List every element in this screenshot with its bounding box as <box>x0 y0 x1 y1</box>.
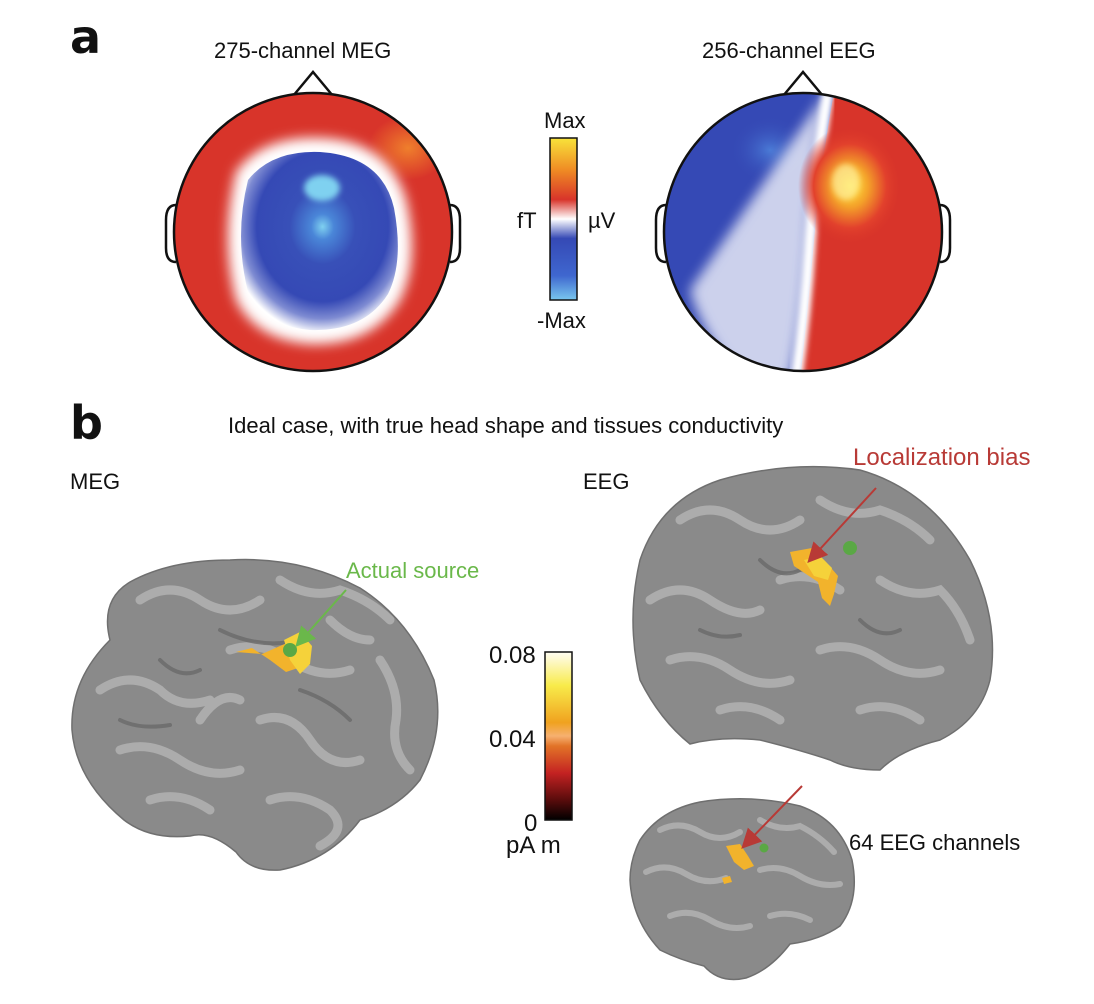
localization-bias-arrow <box>807 487 877 563</box>
colorbar-b-bottom-label: 0 <box>524 810 538 837</box>
colorbar-b-unit-label: pA m <box>506 832 561 859</box>
meg-brain <box>71 558 439 871</box>
localization-bias-label: Localization bias <box>853 444 1031 471</box>
eeg-head-outline <box>662 91 944 373</box>
actual-source-label: Actual source <box>346 558 480 583</box>
eeg-brain <box>632 465 994 771</box>
panel-a-letter: a <box>70 10 102 64</box>
eeg-topomap <box>654 70 952 373</box>
eeg64-brain <box>629 798 855 981</box>
meg-nose <box>292 70 334 97</box>
colorbar-b-mid-label: 0.04 <box>489 726 536 753</box>
meg-head-outline <box>172 91 454 373</box>
eeg-label: EEG <box>583 469 630 494</box>
colorbar-b <box>544 651 573 821</box>
colorbar-a <box>549 137 578 301</box>
colorbar-a-max-label: Max <box>544 108 586 133</box>
colorbar-b-top-label: 0.08 <box>489 642 536 669</box>
panel-b-letter: b <box>70 396 103 450</box>
panel-b-subtitle: Ideal case, with true head shape and tis… <box>228 413 784 438</box>
colorbar-a-min-label: -Max <box>537 308 586 333</box>
meg-topomap <box>164 70 462 373</box>
actual-source-arrow <box>295 589 347 647</box>
eeg64-bias-arrow <box>741 785 803 849</box>
meg-label: MEG <box>70 469 121 494</box>
colorbar-a-left-unit: fT <box>517 208 537 233</box>
meg-topomap-title: 275-channel MEG <box>214 38 392 63</box>
eeg-nose <box>782 70 824 97</box>
eeg-topomap-title: 256-channel EEG <box>702 38 876 63</box>
eeg64-label: 64 EEG channels <box>849 830 1021 855</box>
colorbar-a-right-unit: µV <box>588 208 616 233</box>
